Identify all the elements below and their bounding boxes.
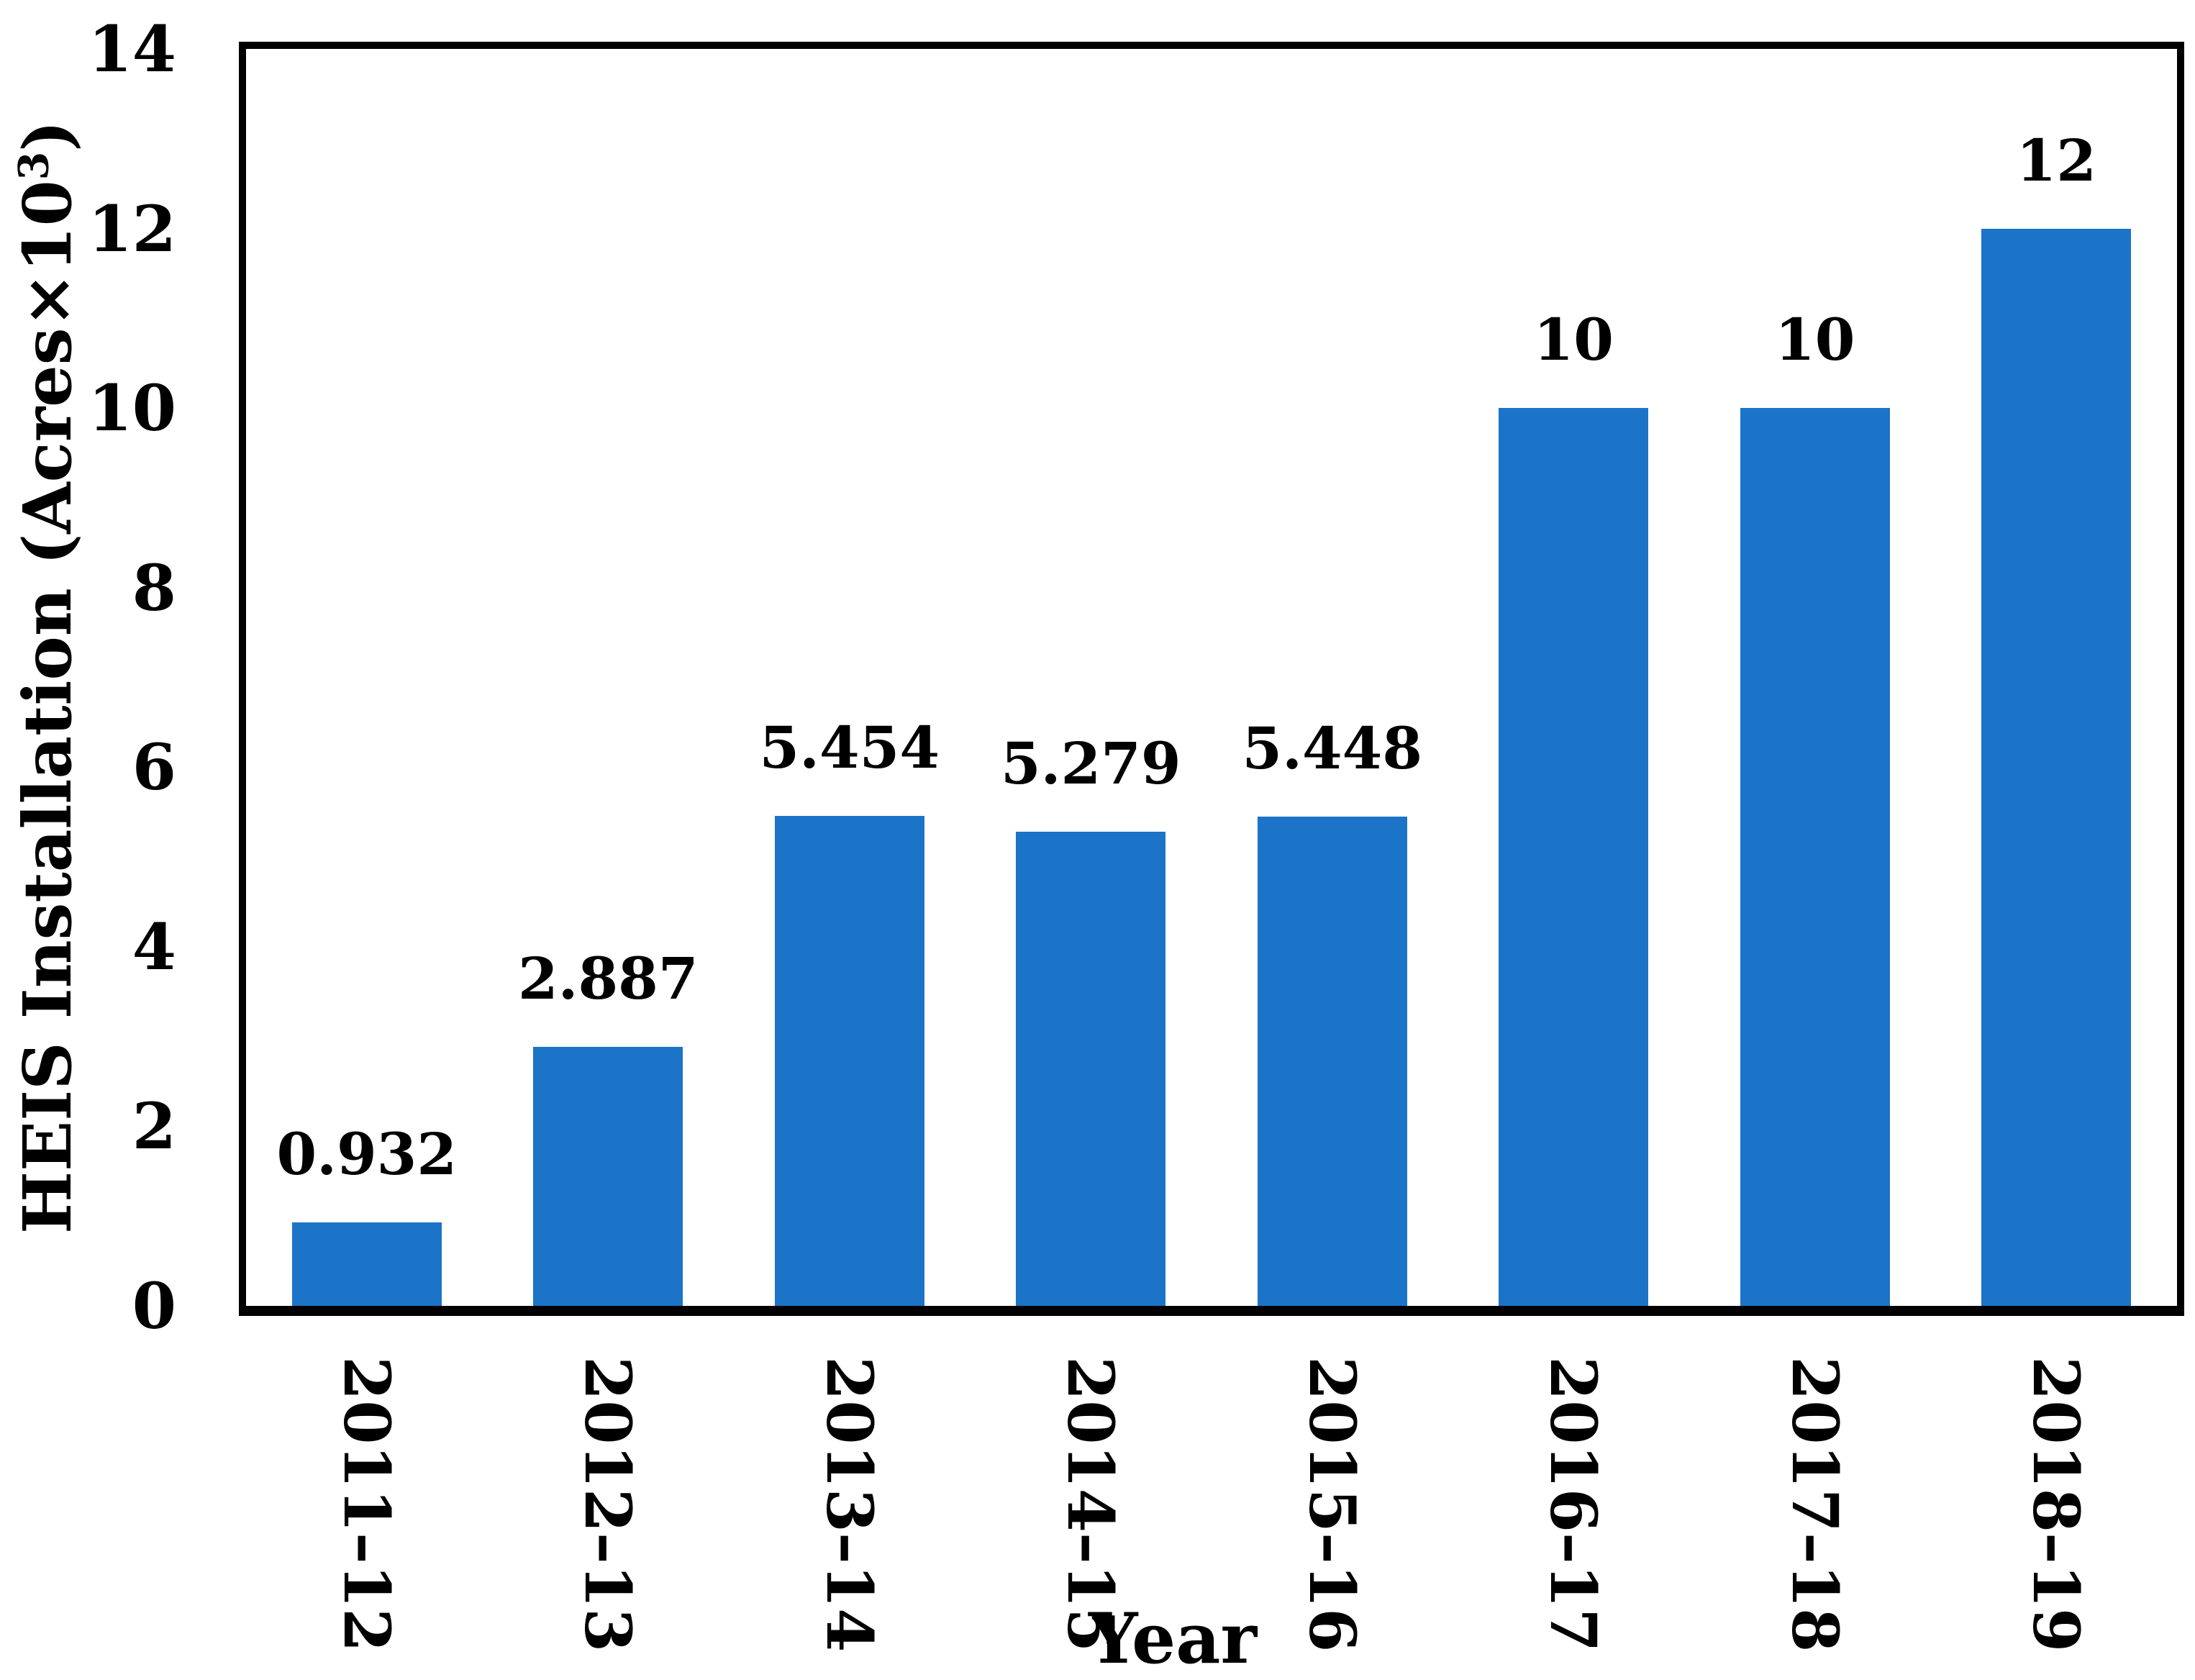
plot-area (239, 42, 2184, 1316)
x-tick-label-2013–14: 2013–14 (812, 1356, 887, 1653)
value-label-2014–15: 5.279 (1000, 730, 1181, 798)
bar-2013–14 (774, 816, 924, 1306)
y-axis-title-superscript: 3 (9, 151, 58, 181)
bar-2016–17 (1499, 408, 1649, 1306)
bar-2015–16 (1257, 817, 1407, 1306)
x-tick-label-2016–17: 2016–17 (1536, 1356, 1612, 1653)
value-label-2011–12: 0.932 (276, 1120, 457, 1188)
value-label-2017–18: 10 (1775, 306, 1855, 374)
value-label-2015–16: 5.448 (1242, 714, 1422, 783)
y-tick-label-2: 2 (132, 1089, 176, 1164)
value-label-2016–17: 10 (1533, 306, 1614, 374)
bar-2018–19 (1981, 228, 2132, 1306)
y-tick-label-12: 12 (88, 191, 176, 266)
x-tick-label-2018–19: 2018–19 (2019, 1356, 2094, 1653)
value-label-2018–19: 12 (2016, 126, 2096, 194)
y-tick-label-14: 14 (88, 12, 176, 86)
y-axis-title-close-paren: ) (9, 120, 86, 152)
bar-2014–15 (1016, 832, 1166, 1306)
x-tick-label-2012–13: 2012–13 (571, 1356, 646, 1653)
x-tick-label-2015–16: 2015–16 (1294, 1356, 1370, 1653)
bar-2012–13 (533, 1046, 683, 1306)
value-label-2012–13: 2.887 (517, 944, 699, 1012)
bar-2011–12 (291, 1222, 442, 1306)
x-axis-title: Year (1088, 1598, 1258, 1679)
y-tick-label-8: 8 (132, 550, 176, 625)
bar-2017–18 (1740, 408, 1890, 1306)
y-tick-label-0: 0 (132, 1268, 176, 1343)
y-axis-title-text: HEIS Installation (Acres×10 (9, 180, 86, 1234)
y-tick-label-4: 4 (132, 909, 176, 984)
x-tick-label-2011–12: 2011–12 (329, 1356, 404, 1653)
y-tick-label-10: 10 (88, 371, 176, 446)
y-tick-label-6: 6 (132, 730, 176, 805)
y-axis-title: HEIS Installation (Acres×103) (9, 120, 86, 1234)
value-label-2013–14: 5.454 (759, 714, 940, 782)
x-tick-label-2017–18: 2017–18 (1777, 1356, 1853, 1653)
